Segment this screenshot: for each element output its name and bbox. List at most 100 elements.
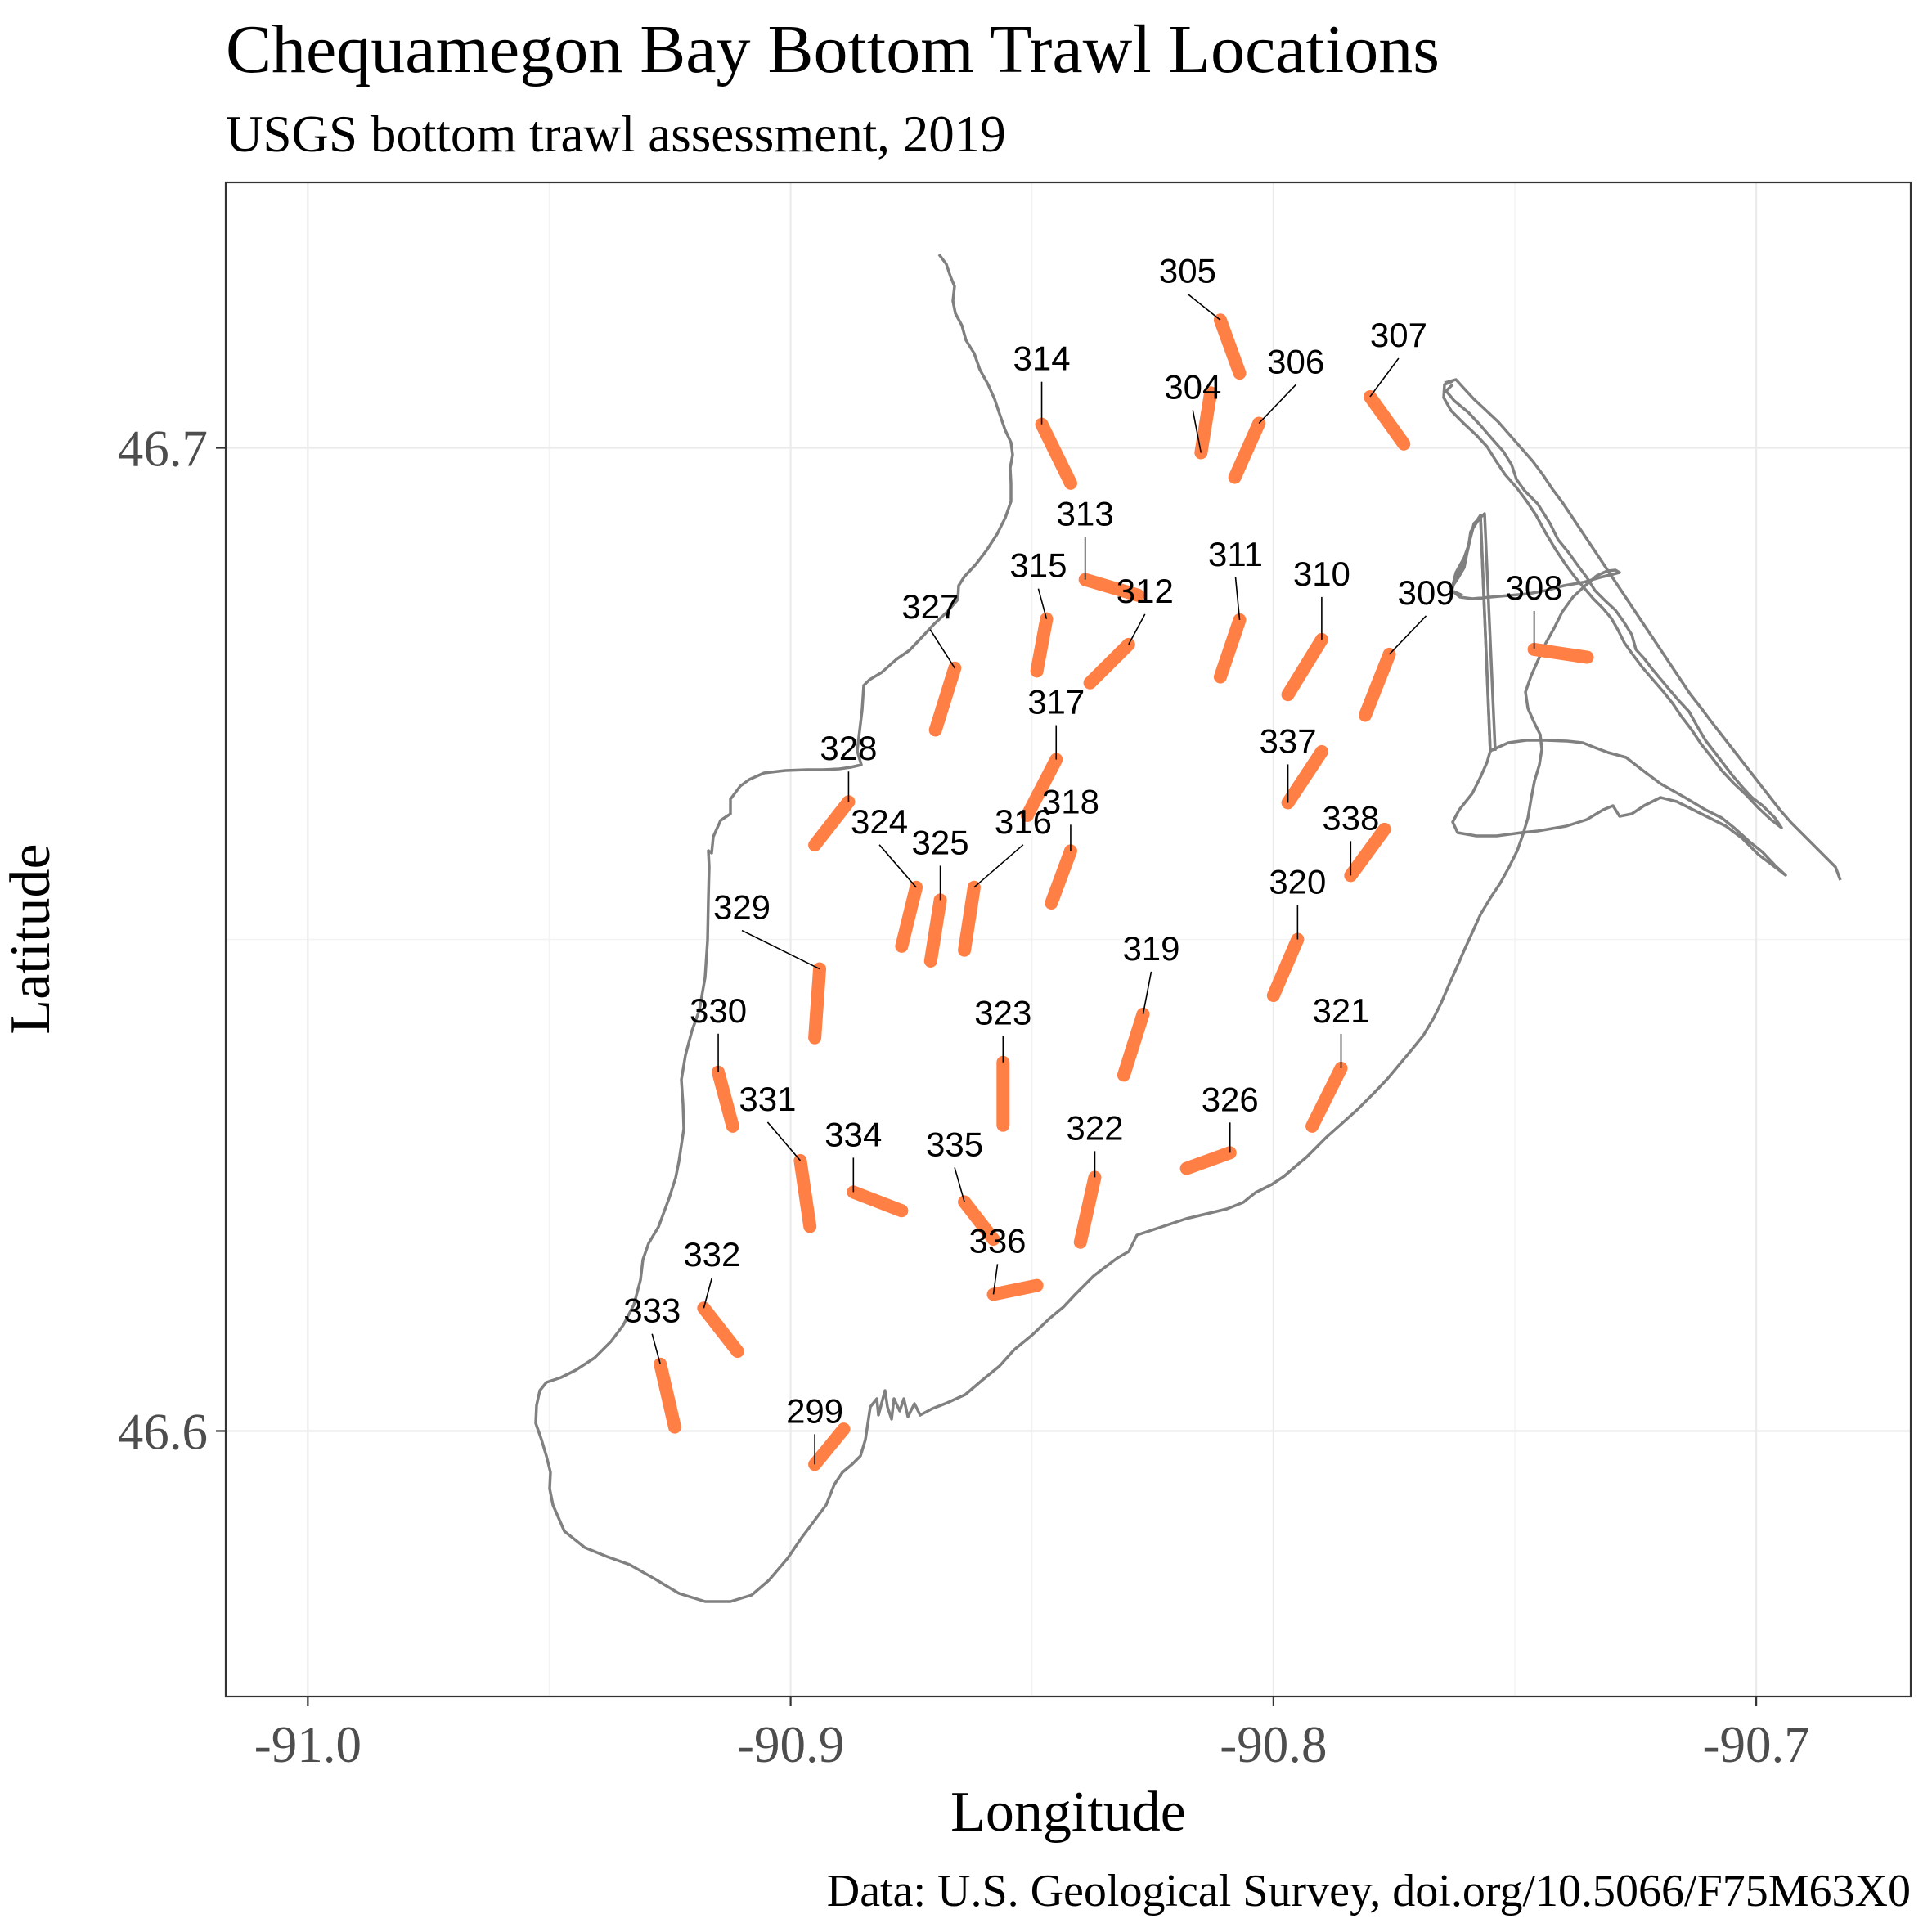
trawl-label-307: 307 xyxy=(1370,316,1427,354)
trawl-segment-334 xyxy=(847,1185,909,1218)
trawl-leader-327 xyxy=(929,629,955,669)
trawl-label-334: 334 xyxy=(824,1115,882,1153)
trawl-label-314: 314 xyxy=(1013,339,1070,378)
y-axis: 46.6 46.7 xyxy=(118,420,226,1460)
y-axis-title: Latitude xyxy=(0,843,62,1034)
trawl-leader-306 xyxy=(1258,384,1296,425)
trawl-segment-311 xyxy=(1213,613,1247,684)
trawl-leader-336 xyxy=(992,1264,999,1295)
trawl-segment-335 xyxy=(958,1195,1000,1247)
y-tick-label: 46.6 xyxy=(118,1403,208,1460)
trawl-segment-299 xyxy=(808,1422,851,1471)
x-axis: -91.0 -90.9 -90.8 -90.7 xyxy=(254,1696,1810,1773)
trawl-leader-309 xyxy=(1388,615,1427,655)
trawl-segment-318 xyxy=(1045,844,1077,910)
trawl-label-299: 299 xyxy=(786,1391,843,1430)
y-tick-label: 46.7 xyxy=(118,420,208,478)
trawl-segment-305 xyxy=(1213,313,1247,380)
trawl-segments xyxy=(654,313,1594,1471)
trawl-label-309: 309 xyxy=(1397,573,1454,612)
trawl-label-315: 315 xyxy=(1009,546,1067,585)
trawl-segment-321 xyxy=(1305,1061,1348,1133)
trawl-label-329: 329 xyxy=(713,888,771,927)
trawl-label-318: 318 xyxy=(1042,782,1099,820)
trawl-segment-317 xyxy=(1020,753,1063,823)
trawl-label-336: 336 xyxy=(968,1221,1026,1260)
x-tick-label: -90.8 xyxy=(1220,1716,1327,1773)
trawl-label-335: 335 xyxy=(926,1125,983,1163)
trawl-segment-312 xyxy=(1083,637,1135,690)
trawl-leader-333 xyxy=(651,1333,662,1364)
trawl-segment-315 xyxy=(1030,612,1054,678)
trawl-segment-306 xyxy=(1228,416,1266,484)
trawl-label-331: 331 xyxy=(739,1080,796,1118)
trawl-label-321: 321 xyxy=(1312,991,1369,1030)
trawl-leader-324 xyxy=(878,844,917,888)
trawl-segment-316 xyxy=(958,880,981,957)
trawl-segment-328 xyxy=(808,795,856,852)
trawl-leader-315 xyxy=(1037,588,1048,619)
trawl-label-316: 316 xyxy=(995,802,1052,841)
trawl-segment-307 xyxy=(1363,390,1411,451)
trawl-label-337: 337 xyxy=(1260,721,1317,760)
trawl-label-317: 317 xyxy=(1027,683,1085,721)
trawl-leader-335 xyxy=(954,1167,965,1202)
trawl-segment-308 xyxy=(1527,642,1594,664)
trawl-segment-330 xyxy=(712,1065,739,1133)
trawl-label-328: 328 xyxy=(820,729,877,767)
trawl-segment-332 xyxy=(697,1301,744,1359)
trawl-label-312: 312 xyxy=(1117,572,1174,610)
trawl-label-305: 305 xyxy=(1159,251,1216,290)
x-tick-label: -90.9 xyxy=(737,1716,844,1773)
trawl-segment-327 xyxy=(928,661,962,737)
outer-shoreline xyxy=(1444,378,1842,881)
trawl-leader-311 xyxy=(1234,577,1241,620)
long-island-spit xyxy=(1449,514,1787,877)
trawl-leader-319 xyxy=(1142,971,1152,1014)
trawl-label-333: 333 xyxy=(623,1292,681,1330)
trawl-label-330: 330 xyxy=(690,991,747,1030)
trawl-leader-331 xyxy=(766,1121,802,1161)
trawl-labels: 299 304 305 306 307 308 309 310 311 312 313 314 315 3… xyxy=(623,251,1563,1465)
trawl-segment-338 xyxy=(1344,822,1391,883)
trawl-segment-304 xyxy=(1194,386,1218,460)
trawl-label-310: 310 xyxy=(1293,555,1350,593)
data-source-caption: Data: U.S. Geological Survey, doi.org/10… xyxy=(827,1866,1911,1916)
chart-subtitle: USGS bottom trawl assessment, 2019 xyxy=(226,106,1006,163)
trawl-label-311: 311 xyxy=(1208,535,1263,573)
panel-border xyxy=(224,181,1912,1698)
trawl-leader-305 xyxy=(1187,293,1221,321)
mainland-shoreline xyxy=(534,253,1621,1603)
chart-title: Chequamegon Bay Bottom Trawl Locations xyxy=(226,11,1440,88)
trawl-label-327: 327 xyxy=(901,587,959,626)
trawl-label-304: 304 xyxy=(1164,368,1221,407)
trawl-leader-307 xyxy=(1369,357,1400,398)
trawl-label-332: 332 xyxy=(683,1235,740,1274)
trawl-segment-320 xyxy=(1266,932,1305,1003)
trawl-segment-336 xyxy=(986,1278,1044,1301)
major-gridlines xyxy=(226,182,1911,1696)
trawl-leader-312 xyxy=(1128,613,1146,645)
minor-gridlines xyxy=(226,182,1911,1696)
trawl-segment-326 xyxy=(1179,1146,1237,1175)
trawl-label-325: 325 xyxy=(912,823,969,861)
trawl-label-326: 326 xyxy=(1202,1080,1259,1118)
trawl-segment-324 xyxy=(895,880,923,953)
trawl-label-324: 324 xyxy=(851,802,908,841)
plot-panel: 299 304 305 306 307 308 309 310 311 312 313 314 315 3… xyxy=(224,181,1912,1698)
coastline xyxy=(534,253,1842,1603)
trawl-leader-332 xyxy=(703,1278,713,1309)
trawl-label-338: 338 xyxy=(1322,798,1379,837)
trawl-label-308: 308 xyxy=(1506,568,1563,607)
trawl-segment-309 xyxy=(1359,647,1396,722)
trawl-segment-314 xyxy=(1035,417,1077,490)
trawl-label-306: 306 xyxy=(1267,342,1324,380)
trawl-segment-325 xyxy=(923,893,947,968)
trawl-segment-337 xyxy=(1281,744,1328,810)
trawl-label-320: 320 xyxy=(1269,863,1326,901)
trawl-label-323: 323 xyxy=(974,994,1031,1032)
trawl-segment-319 xyxy=(1117,1007,1150,1082)
trawl-leader-316 xyxy=(973,844,1024,888)
x-tick-label: -90.7 xyxy=(1703,1716,1810,1773)
trawl-segment-313 xyxy=(1078,573,1145,602)
